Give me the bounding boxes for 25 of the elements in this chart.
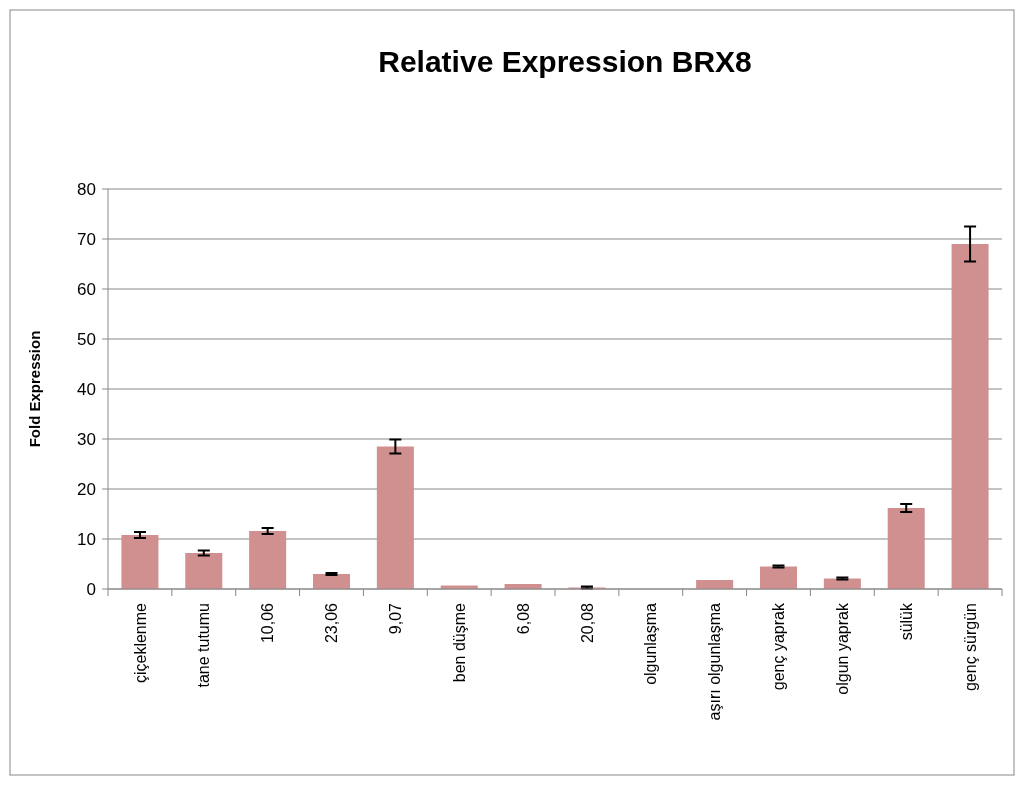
y-tick-label: 10 — [77, 529, 96, 549]
x-tick-label: olgunlaşma — [642, 602, 660, 685]
x-tick-label: ben düşme — [450, 602, 468, 683]
x-tick-label: 6,08 — [514, 602, 532, 635]
x-tick-label: tane tutumu — [195, 603, 213, 688]
y-axis-title: Fold Expression — [26, 330, 43, 448]
y-tick-label: 60 — [77, 279, 96, 299]
x-tick-label: 9,07 — [386, 602, 404, 635]
y-tick-label: 70 — [77, 229, 96, 249]
x-tick-label: 10,06 — [259, 602, 277, 644]
y-tick-label: 30 — [77, 429, 96, 449]
y-tick-label: 0 — [86, 579, 96, 599]
x-tick-label: genç sürgün — [961, 603, 979, 692]
y-tick-label: 50 — [77, 329, 96, 349]
x-tick-label: 20,08 — [578, 602, 596, 644]
x-tick-label: genç yaprak — [770, 602, 788, 691]
x-tick-label: olgun yaprak — [833, 602, 851, 695]
x-tick-label: sülük — [897, 602, 915, 641]
y-tick-label: 80 — [77, 179, 96, 199]
x-tick-label: aşırı olgunlaşma — [706, 602, 724, 721]
y-tick-label: 20 — [77, 479, 96, 499]
y-tick-label: 40 — [77, 379, 96, 399]
x-tick-label: 23,06 — [323, 602, 341, 644]
chart-title: Relative Expression BRX8 — [378, 45, 752, 78]
x-tick-label: çiçeklenme — [131, 602, 149, 684]
